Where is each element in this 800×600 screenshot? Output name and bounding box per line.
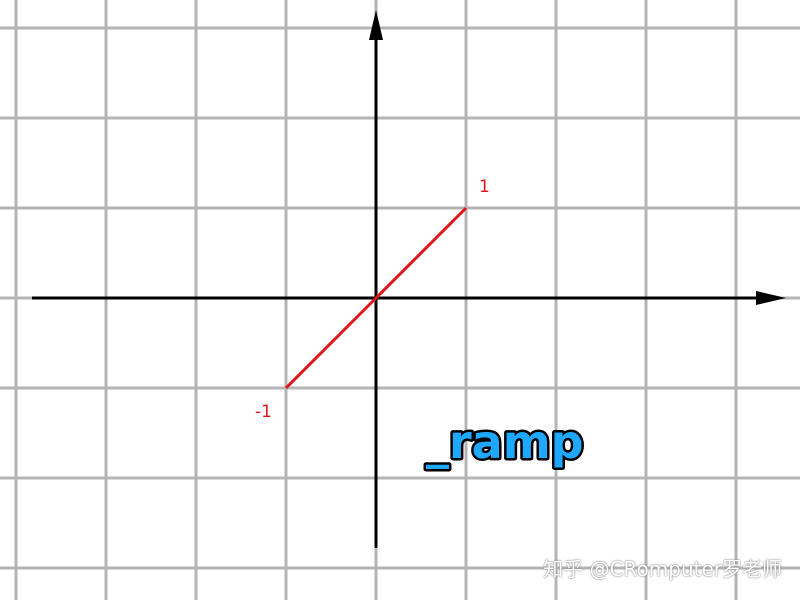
lower-point-label: -1 [255,402,272,422]
x-axis-arrow-icon [756,291,786,305]
upper-point-label: 1 [479,177,490,197]
ramp-curve [284,206,468,390]
watermark-text: 知乎 @CRomputer罗老师 [543,557,782,581]
y-axis-arrow-icon [369,10,383,40]
function-name-label: _ramp [426,415,584,469]
